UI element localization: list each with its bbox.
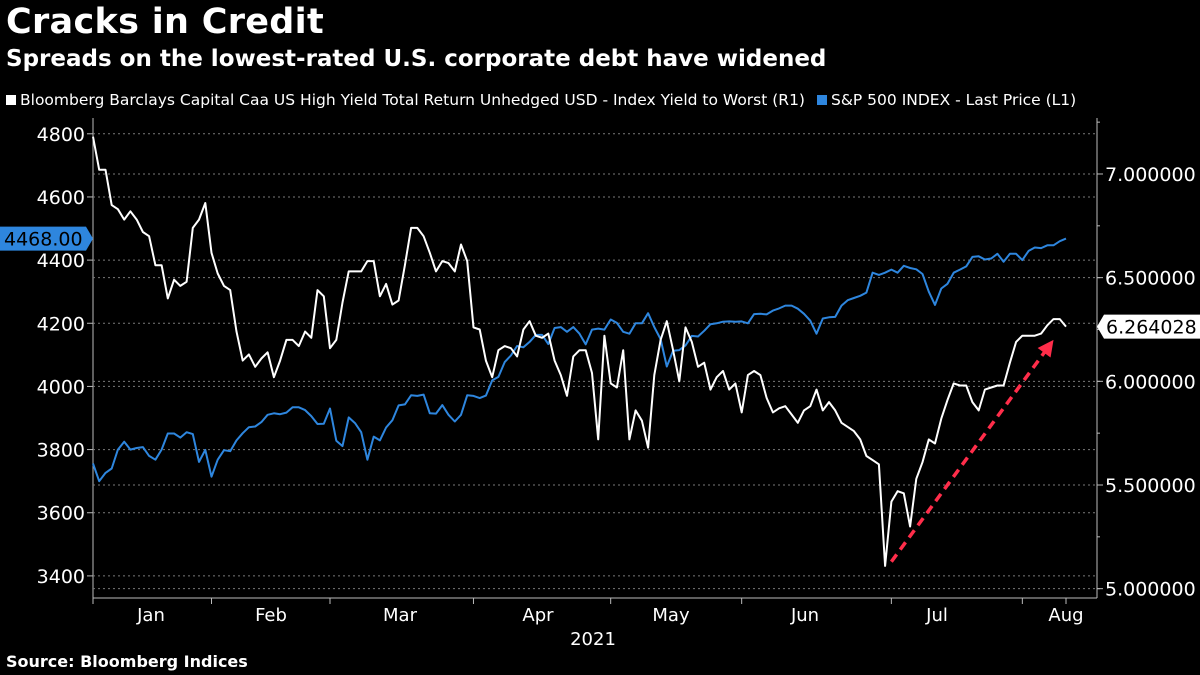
x-tick-label-0: Jan <box>136 605 165 626</box>
x-tick-label-2: Mar <box>383 605 418 626</box>
last-value-label-sp500: 4468.00 <box>4 229 83 251</box>
source-note: Source: Bloomberg Indices <box>6 652 248 671</box>
x-tick-label-5: Jun <box>790 605 819 626</box>
left-tick-label-6: 4600 <box>37 187 85 209</box>
last-value-label-yield: 6.264028 <box>1106 317 1197 339</box>
series-line-yield <box>92 136 1067 567</box>
x-tick-label-1: Feb <box>255 605 287 626</box>
legend-item-sp500: S&P 500 INDEX - Last Price (L1) <box>816 91 1077 109</box>
legend-label-sp500: S&P 500 INDEX - Last Price (L1) <box>830 91 1077 109</box>
legend: Bloomberg Barclays Capital Caa US High Y… <box>6 91 1088 109</box>
last-value-tag-sp500 <box>0 226 93 251</box>
left-tick-label-4: 4200 <box>37 313 85 335</box>
right-tick-label-3: 6.500000 <box>1105 268 1196 290</box>
right-tick-label-0: 5.000000 <box>1105 579 1196 601</box>
left-tick-label-5: 4400 <box>37 250 85 272</box>
left-tick-label-7: 4800 <box>37 124 85 146</box>
series-line-sp500 <box>92 237 1067 483</box>
annotation-arrow-head <box>1037 339 1054 358</box>
right-tick-label-2: 6.000000 <box>1105 371 1196 393</box>
chart-title: Cracks in Credit <box>6 2 324 42</box>
legend-item-yield: Bloomberg Barclays Capital Caa US High Y… <box>6 91 805 109</box>
left-tick-label-0: 3400 <box>37 566 85 588</box>
left-tick-label-3: 4000 <box>37 376 85 398</box>
right-tick-label-4: 7.000000 <box>1105 164 1196 186</box>
x-axis-label: 2021 <box>570 629 616 650</box>
legend-swatch-sp500 <box>816 95 827 105</box>
legend-swatch-yield <box>6 95 16 105</box>
right-tick-label-1: 5.500000 <box>1105 475 1196 497</box>
left-tick-label-2: 3800 <box>37 440 85 462</box>
x-tick-label-7: Aug <box>1048 605 1083 626</box>
annotation-arrow-line <box>889 346 1050 563</box>
chart-subtitle: Spreads on the lowest-rated U.S. corpora… <box>6 46 827 72</box>
last-value-tag-yield <box>1097 314 1200 339</box>
x-tick-label-3: Apr <box>522 605 554 626</box>
x-tick-label-4: May <box>652 605 690 626</box>
x-tick-label-6: Jul <box>925 605 948 626</box>
left-tick-label-1: 3600 <box>37 503 85 525</box>
legend-label-yield: Bloomberg Barclays Capital Caa US High Y… <box>20 91 805 109</box>
